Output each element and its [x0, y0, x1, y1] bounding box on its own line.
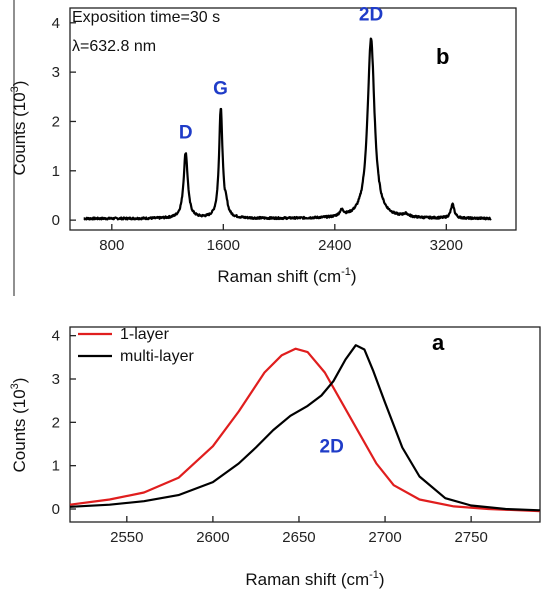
panel-b-x-axis-label: Raman shift (cm-1) [217, 266, 356, 286]
panel-a-plot-frame [69, 326, 541, 523]
b-y-tick-label-4: 4 [52, 15, 60, 32]
panel-b-y-axis-label: Counts (103) [9, 81, 29, 176]
b-x-tick-label-0: 800 [99, 237, 124, 254]
b-y-tick-label-0: 0 [52, 212, 60, 229]
panel-a-x-axis-label: Raman shift (cm-1) [245, 569, 384, 589]
b-peak-label-g: G [213, 78, 228, 99]
panel-a-legend: 1-layer multi-layer [78, 326, 194, 365]
b-x-tick-label-1: 1600 [207, 237, 240, 254]
b-y-tick-label-1: 1 [52, 163, 60, 180]
b-peak-label-2d: 2D [359, 4, 383, 25]
panel-b-letter: b [436, 44, 449, 69]
panel-a-y-axis-label: Counts (103) [9, 378, 29, 473]
a-y-tick-label-3: 3 [52, 371, 60, 388]
panel-b-plot-frame [69, 7, 517, 231]
a-x-tick-label-3: 2700 [368, 529, 401, 546]
a-peak-label-2d: 2D [320, 437, 344, 458]
a-y-tick-label-0: 0 [52, 501, 60, 518]
b-x-tick-label-2: 2400 [318, 237, 351, 254]
b-peak-label-d: D [179, 123, 193, 144]
b-x-tick-label-3: 3200 [430, 237, 463, 254]
panel-b-series-line [83, 37, 492, 221]
a-y-tick-label-2: 2 [52, 414, 60, 431]
b-y-tick-label-2: 2 [52, 113, 60, 130]
a-x-tick-label-4: 2750 [454, 529, 487, 546]
a-x-tick-label-1: 2600 [196, 529, 229, 546]
panel-a-chart: 2550 2600 2650 2700 2750 0 1 2 3 4 2D 1-layer mul… [9, 326, 541, 589]
b-y-tick-label-3: 3 [52, 64, 60, 81]
a-x-tick-label-0: 2550 [110, 529, 143, 546]
legend-label-multi-layer: multi-layer [120, 348, 194, 365]
panel-a-series-line-1-layer [69, 347, 541, 513]
panel-a-series-line-multi-layer [69, 344, 541, 512]
a-y-tick-label-4: 4 [52, 328, 60, 345]
panel-a-letter: a [432, 330, 445, 355]
panel-b-annotation-wavelength: λ=632.8 nm [72, 38, 156, 55]
a-y-tick-label-1: 1 [52, 458, 60, 475]
panel-b-chart: 800 1600 2400 3200 0 1 2 3 4 D G 2D Exposition ti… [9, 0, 517, 296]
panel-b-annotation-exposition: Exposition time=30 s [72, 9, 220, 26]
a-x-tick-label-2: 2650 [282, 529, 315, 546]
legend-label-1-layer: 1-layer [120, 326, 170, 343]
